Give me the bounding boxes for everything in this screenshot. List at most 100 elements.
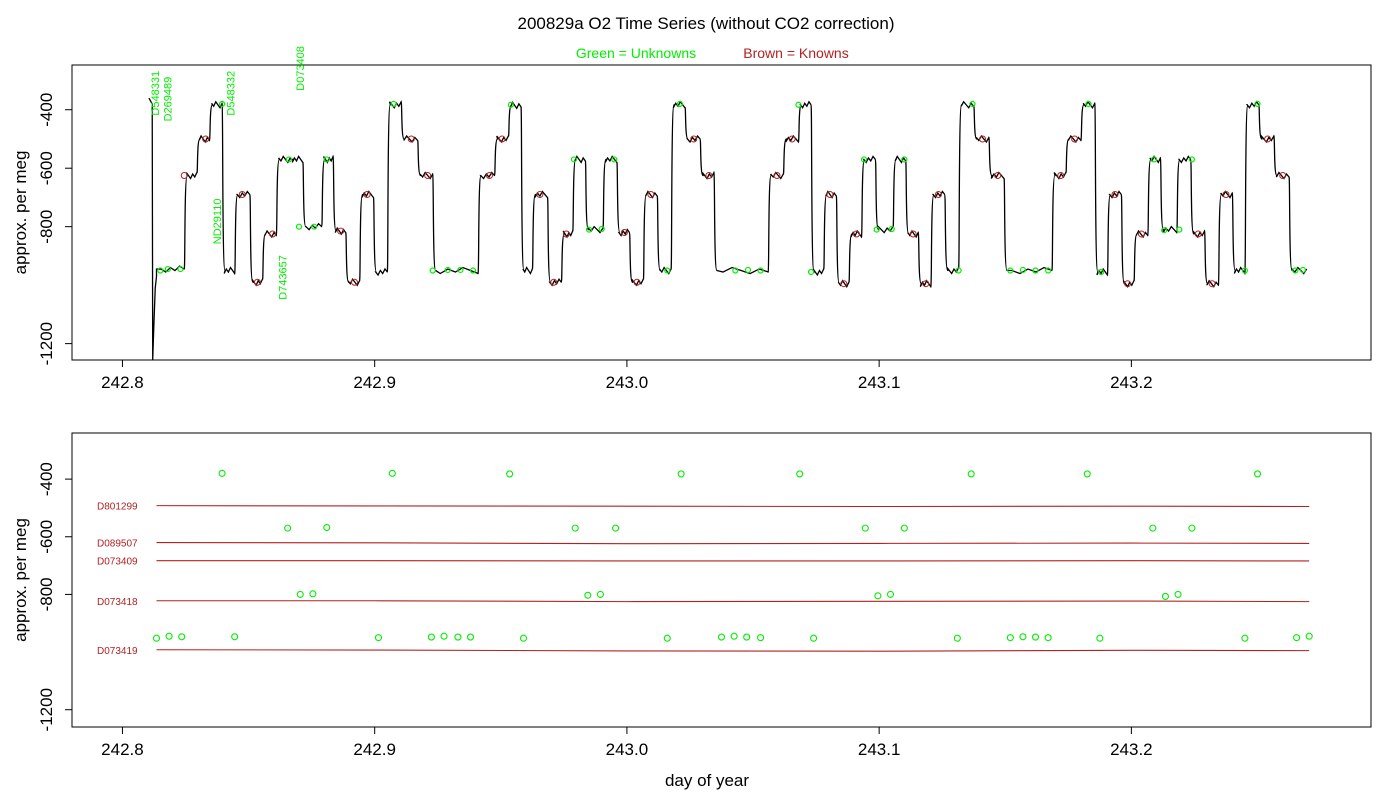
top-x-tick-label: 242.9 bbox=[353, 373, 396, 392]
known-point bbox=[979, 135, 987, 143]
unknown-point bbox=[611, 156, 618, 163]
unknown-point bbox=[1019, 266, 1027, 274]
unknown-point bbox=[1150, 156, 1158, 163]
known-point bbox=[934, 191, 942, 199]
unknown-point bbox=[157, 267, 164, 274]
known-reference-line bbox=[156, 649, 1310, 652]
unknown-point bbox=[390, 100, 397, 107]
unknown-point bbox=[285, 156, 293, 163]
unknown-point bbox=[1083, 470, 1091, 478]
unknown-point bbox=[1096, 634, 1104, 642]
top-y-axis-label: approx. per meg bbox=[11, 151, 30, 275]
unknown-point bbox=[1098, 268, 1105, 276]
known-point bbox=[909, 230, 917, 238]
unknown-point bbox=[323, 156, 330, 163]
known-point bbox=[1279, 172, 1287, 180]
known-point bbox=[840, 280, 848, 288]
unknown-point bbox=[309, 590, 317, 598]
top-y-tick-label: -800 bbox=[37, 210, 56, 244]
unknown-point bbox=[506, 470, 514, 478]
sample-annotation: D548332 bbox=[226, 71, 238, 116]
unknown-point bbox=[284, 524, 292, 532]
sample-annotation: D743657 bbox=[277, 255, 289, 300]
unknown-point bbox=[323, 523, 331, 532]
unknown-point bbox=[598, 225, 605, 233]
bottom-y-tick-label: -600 bbox=[37, 520, 56, 554]
unknown-point bbox=[1176, 226, 1183, 233]
unknown-point bbox=[178, 633, 186, 641]
unknown-point bbox=[388, 469, 396, 477]
unknown-point bbox=[1241, 267, 1248, 274]
unknown-point bbox=[1045, 267, 1052, 274]
unknown-point bbox=[429, 267, 436, 274]
sample-annotation: D548331 bbox=[150, 71, 162, 116]
unknown-point bbox=[295, 223, 303, 230]
known-point bbox=[238, 191, 246, 199]
unknown-point bbox=[519, 634, 528, 642]
known-point bbox=[180, 172, 188, 180]
unknown-point bbox=[1161, 227, 1168, 234]
unknown-point bbox=[177, 265, 184, 273]
unknown-point bbox=[454, 633, 462, 641]
o2-trace-line bbox=[148, 97, 1308, 360]
known-point bbox=[1264, 135, 1272, 143]
unknown-point bbox=[1019, 633, 1027, 641]
unknown-point bbox=[664, 267, 671, 274]
unknown-point bbox=[218, 100, 226, 107]
unknown-point bbox=[676, 100, 683, 107]
unknown-point bbox=[427, 633, 435, 641]
unknown-point bbox=[810, 634, 818, 642]
unknown-point bbox=[1253, 470, 1262, 478]
bottom-plot-frame bbox=[71, 432, 1372, 728]
bottom-x-tick-label: 243.2 bbox=[1110, 740, 1153, 759]
legend-unknowns: Green = Unknowns bbox=[576, 45, 696, 61]
known-point bbox=[562, 230, 570, 238]
known-reference-label: D073418 bbox=[97, 597, 138, 608]
top-x-tick-label: 243.1 bbox=[858, 373, 901, 392]
known-point bbox=[1194, 230, 1202, 238]
unknown-point bbox=[584, 591, 592, 599]
known-reference-label: D089507 bbox=[97, 539, 138, 550]
top-x-tick-label: 243.0 bbox=[606, 373, 649, 392]
top-x-tick-label: 242.8 bbox=[101, 373, 144, 392]
unknown-point bbox=[1299, 266, 1306, 274]
unknown-point bbox=[1044, 634, 1052, 642]
unknown-point bbox=[807, 268, 815, 276]
unknown-point bbox=[1188, 524, 1196, 532]
unknown-point bbox=[874, 592, 882, 600]
known-reference-label: D801299 bbox=[97, 502, 138, 513]
known-point bbox=[705, 172, 713, 180]
unknown-point bbox=[743, 633, 751, 641]
unknown-point bbox=[1007, 267, 1014, 274]
known-reference-label: D073409 bbox=[97, 557, 138, 568]
top-y-tick-label: -600 bbox=[37, 151, 56, 185]
known-point bbox=[1137, 230, 1145, 238]
known-point bbox=[620, 229, 628, 237]
unknown-point bbox=[596, 590, 604, 598]
unknown-point bbox=[311, 223, 318, 230]
top-panel: 242.8 242.9 243.0 243.1 243.2 -400 -600 -800 -12… bbox=[11, 46, 1372, 392]
known-point bbox=[994, 172, 1002, 180]
bottom-x-tick-label: 243.0 bbox=[606, 740, 649, 759]
known-point bbox=[690, 135, 698, 143]
unknown-point bbox=[1292, 267, 1299, 274]
unknown-point bbox=[164, 265, 171, 273]
unknown-point bbox=[466, 633, 475, 641]
known-point bbox=[852, 230, 860, 238]
bottom-x-tick-label: 242.9 bbox=[353, 740, 396, 759]
unknown-point bbox=[663, 634, 671, 642]
unknown-point bbox=[571, 524, 579, 532]
unknown-point bbox=[953, 634, 961, 642]
known-point bbox=[826, 191, 834, 199]
bottom-panel: 242.8 242.9 243.0 243.1 243.2 -400 -600 -800 -12… bbox=[11, 432, 1372, 759]
known-point bbox=[1222, 191, 1230, 199]
unknown-point bbox=[967, 470, 975, 478]
known-reference-line bbox=[156, 600, 1310, 603]
known-point bbox=[550, 278, 558, 286]
unknown-point bbox=[796, 470, 804, 478]
unknown-point bbox=[231, 633, 239, 641]
unknown-point bbox=[585, 226, 593, 233]
unknown-point bbox=[955, 267, 962, 274]
sample-annotation: ND29110 bbox=[212, 199, 224, 245]
